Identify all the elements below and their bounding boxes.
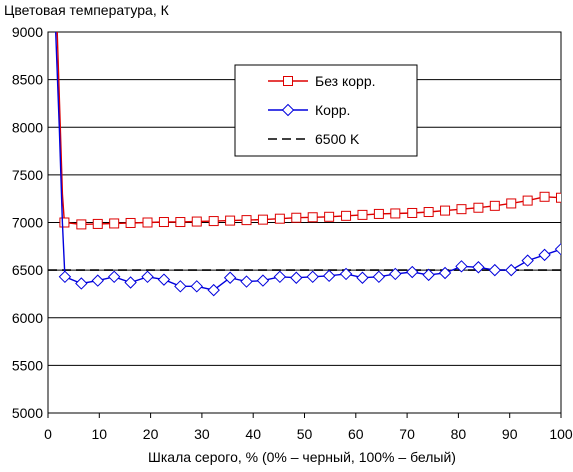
- data-point: [109, 218, 120, 229]
- legend-label: 6500 K: [315, 131, 360, 147]
- data-point: [372, 270, 386, 283]
- data-point: [142, 217, 153, 228]
- data-point: [76, 219, 87, 230]
- y-tick-label: 7500: [12, 167, 43, 183]
- data-point: [58, 270, 72, 283]
- data-point: [141, 270, 154, 283]
- data-point: [59, 217, 70, 228]
- data-point: [175, 217, 186, 228]
- data-point: [473, 202, 484, 213]
- x-tick-label: 10: [92, 426, 108, 442]
- data-point: [390, 208, 401, 219]
- data-point: [356, 271, 369, 284]
- x-tick-label: 40: [245, 426, 261, 442]
- data-point: [274, 213, 285, 224]
- data-point: [423, 207, 434, 218]
- data-point: [422, 268, 435, 282]
- data-point: [92, 218, 103, 229]
- data-point: [506, 198, 517, 209]
- data-point: [174, 280, 187, 293]
- data-point: [489, 200, 500, 211]
- data-point: [521, 254, 534, 267]
- legend-marker-0: [283, 76, 293, 86]
- data-point: [538, 248, 551, 262]
- data-point: [241, 215, 252, 226]
- x-tick-label: 60: [348, 426, 364, 442]
- data-point: [307, 212, 318, 223]
- data-point: [125, 217, 136, 228]
- data-point: [91, 274, 104, 287]
- y-tick-label: 5500: [12, 357, 43, 373]
- data-point: [505, 263, 518, 277]
- data-point: [322, 269, 336, 283]
- data-point: [539, 191, 550, 202]
- legend-label: Корр.: [315, 102, 350, 118]
- data-point: [291, 212, 302, 223]
- y-tick-label: 8000: [12, 119, 43, 135]
- data-point: [257, 214, 268, 225]
- series-layer: [48, 32, 561, 297]
- legend: Без корр. Корр. 6500 K: [234, 64, 418, 157]
- legend-label: Без корр.: [315, 73, 376, 89]
- x-tick-label: 80: [451, 426, 467, 442]
- data-point: [341, 210, 352, 221]
- x-axis-title: Шкала серого, % (0% – черный, 100% – бел…: [148, 449, 456, 465]
- x-tick-label: 100: [549, 426, 573, 442]
- x-tick-label: 50: [297, 426, 313, 442]
- data-point: [208, 216, 219, 227]
- data-point: [488, 263, 502, 277]
- data-point: [339, 267, 353, 281]
- data-point: [522, 195, 533, 206]
- data-point: [157, 273, 171, 286]
- data-point: [124, 276, 137, 289]
- data-point: [190, 280, 203, 293]
- x-tick-label: 90: [502, 426, 518, 442]
- data-point: [456, 204, 467, 215]
- data-point: [75, 277, 88, 290]
- data-point: [107, 270, 121, 283]
- data-point: [256, 274, 270, 287]
- data-point: [225, 215, 236, 226]
- data-point: [240, 275, 253, 288]
- data-point: [324, 211, 335, 222]
- data-point: [455, 260, 468, 273]
- series-1: [55, 32, 561, 297]
- series-line-1: [55, 32, 561, 291]
- data-point: [158, 217, 169, 228]
- data-point: [438, 266, 452, 280]
- y-tick-label: 6500: [12, 262, 43, 278]
- data-point: [191, 216, 202, 227]
- data-point: [407, 207, 418, 218]
- y-tick-label: 7000: [12, 215, 43, 231]
- data-point: [389, 267, 402, 281]
- data-point: [440, 205, 451, 216]
- data-point: [290, 271, 303, 284]
- y-tick-label: 8500: [12, 72, 43, 88]
- legend-marker-1: [281, 103, 295, 117]
- y-tick-label: 9000: [12, 24, 43, 40]
- y-tick-label: 6000: [12, 310, 43, 326]
- chart-title: Цветовая температура, К: [4, 2, 170, 18]
- y-tick-label: 5000: [12, 405, 43, 421]
- data-point: [472, 261, 485, 274]
- series-0: [56, 32, 561, 230]
- data-point: [406, 265, 419, 279]
- data-point: [554, 242, 561, 256]
- data-point: [207, 283, 220, 297]
- x-tick-label: 0: [44, 426, 52, 442]
- x-tick-label: 20: [143, 426, 159, 442]
- series-line-0: [56, 32, 561, 226]
- data-point: [556, 192, 561, 203]
- data-point: [357, 209, 368, 220]
- data-point: [223, 271, 237, 284]
- legend-box: [234, 64, 418, 157]
- x-tick-label: 30: [194, 426, 210, 442]
- data-point: [373, 208, 384, 219]
- data-point: [306, 270, 319, 283]
- data-point: [273, 270, 287, 283]
- axis-layer: 5000 5500 6000 6500 7000 7500 8000 8500 9000 0 10 2…: [12, 24, 573, 442]
- x-tick-label: 70: [399, 426, 415, 442]
